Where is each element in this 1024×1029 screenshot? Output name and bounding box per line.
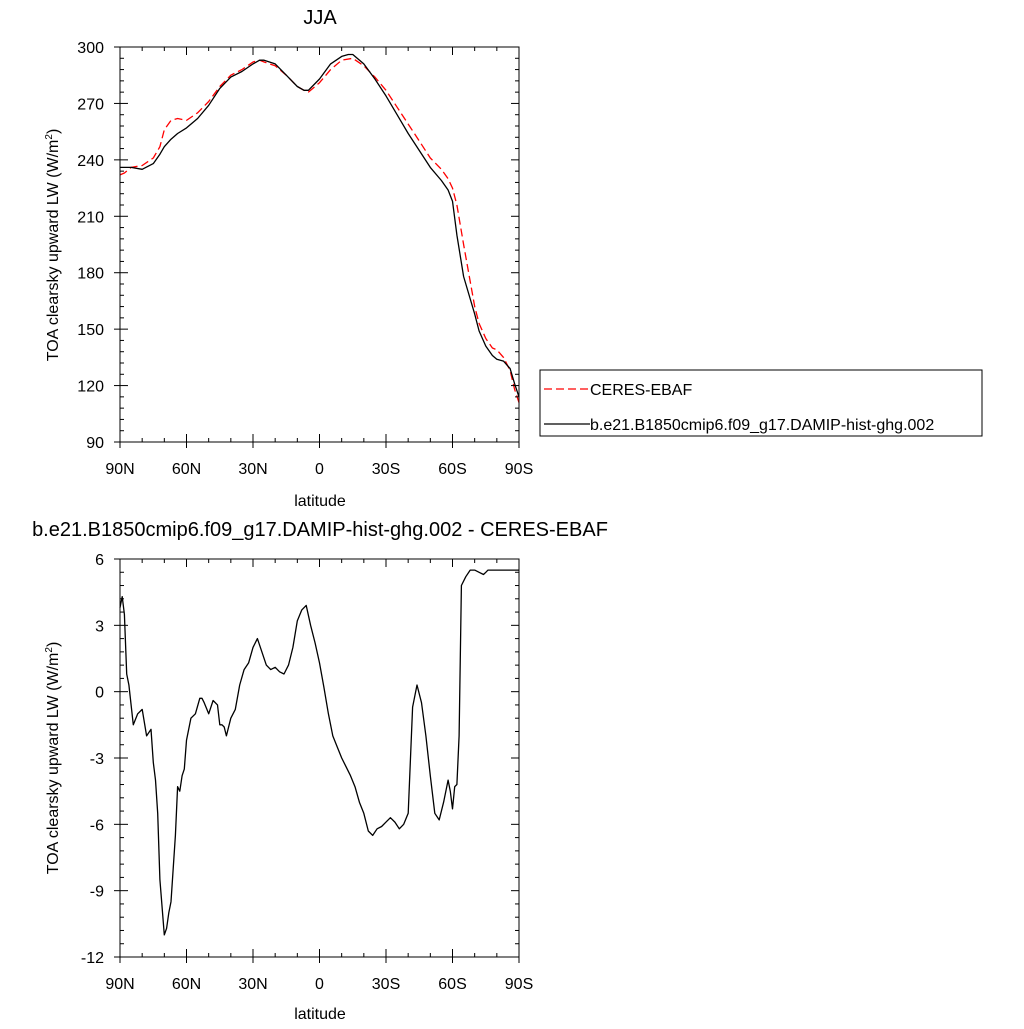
bottom-chart-ylabel: TOA clearsky upward LW (W/m2) <box>44 642 62 875</box>
top-chart-lines <box>119 53 520 403</box>
top-y-tick-label: 180 <box>77 266 104 283</box>
top-x-tick-label: 30N <box>238 461 267 478</box>
top-chart-xlabel: latitude <box>294 493 346 510</box>
top-y-tick-label: 300 <box>77 40 104 57</box>
top-y-tick-label: 210 <box>77 209 104 226</box>
bottom-chart-ticks: 90N 60N 30N 0 30S 60S 90S -12 -9 -6 -3 0 3 6 <box>81 552 533 993</box>
bottom-x-tick-label: 90S <box>505 976 533 993</box>
top-x-tick-label: 30S <box>372 461 400 478</box>
bottom-y-tick-label: 0 <box>95 685 104 702</box>
bottom-y-tick-label: -9 <box>90 884 104 901</box>
bottom-x-tick-label: 60S <box>438 976 466 993</box>
top-chart-ticks: 90N 60N 30N 0 30S 60S 90S 90 120 150 180 210 240 270 3… <box>77 40 533 478</box>
bottom-chart-lines <box>119 569 519 936</box>
bottom-y-tick-label: 6 <box>95 552 104 569</box>
bottom-y-tick-label: -3 <box>90 751 104 768</box>
bottom-line-chart: b.e21.B1850cmip6.f09_g17.DAMIP-hist-ghg.… <box>32 519 608 1023</box>
top-x-tick-label: 90S <box>505 461 533 478</box>
bottom-x-tick-label: 90N <box>105 976 134 993</box>
legend-label-ceres: CERES-EBAF <box>590 382 692 399</box>
bottom-y-tick-label: 3 <box>95 618 104 635</box>
top-chart-frame <box>119 46 520 443</box>
top-y-tick-label: 270 <box>77 96 104 113</box>
legend-box <box>539 369 983 437</box>
legend-label-model: b.e21.B1850cmip6.f09_g17.DAMIP-hist-ghg.… <box>590 417 934 434</box>
top-x-tick-label: 60S <box>438 461 466 478</box>
legend: CERES-EBAF b.e21.B1850cmip6.f09_g17.DAMI… <box>539 369 983 437</box>
top-y-tick-label: 120 <box>77 379 104 396</box>
bottom-x-tick-label: 30N <box>238 976 267 993</box>
bottom-x-tick-label: 0 <box>315 976 324 993</box>
top-x-tick-label: 60N <box>172 461 201 478</box>
bottom-series-line-0 <box>119 569 519 936</box>
top-y-tick-label: 240 <box>77 153 104 170</box>
bottom-x-tick-label: 60N <box>172 976 201 993</box>
top-y-tick-label: 90 <box>86 435 104 452</box>
top-line-chart: JJA 90N 60N 30N 0 30S 60S 90S 90 120 150 180 210 240… <box>44 7 533 510</box>
bottom-chart-title: b.e21.B1850cmip6.f09_g17.DAMIP-hist-ghg.… <box>32 519 608 541</box>
top-chart-title: JJA <box>303 7 337 29</box>
top-series-line-0 <box>119 57 520 403</box>
top-chart-ylabel: TOA clearsky upward LW (W/m2) <box>44 129 62 362</box>
top-series-line-1 <box>120 53 520 398</box>
top-x-tick-label: 90N <box>105 461 134 478</box>
top-x-tick-label: 0 <box>315 461 324 478</box>
bottom-chart-frame <box>119 558 520 958</box>
bottom-y-tick-label: -6 <box>90 817 104 834</box>
bottom-y-tick-label: -12 <box>81 950 104 967</box>
top-y-tick-label: 150 <box>77 322 104 339</box>
bottom-x-tick-label: 30S <box>372 976 400 993</box>
bottom-chart-xlabel: latitude <box>294 1006 346 1023</box>
